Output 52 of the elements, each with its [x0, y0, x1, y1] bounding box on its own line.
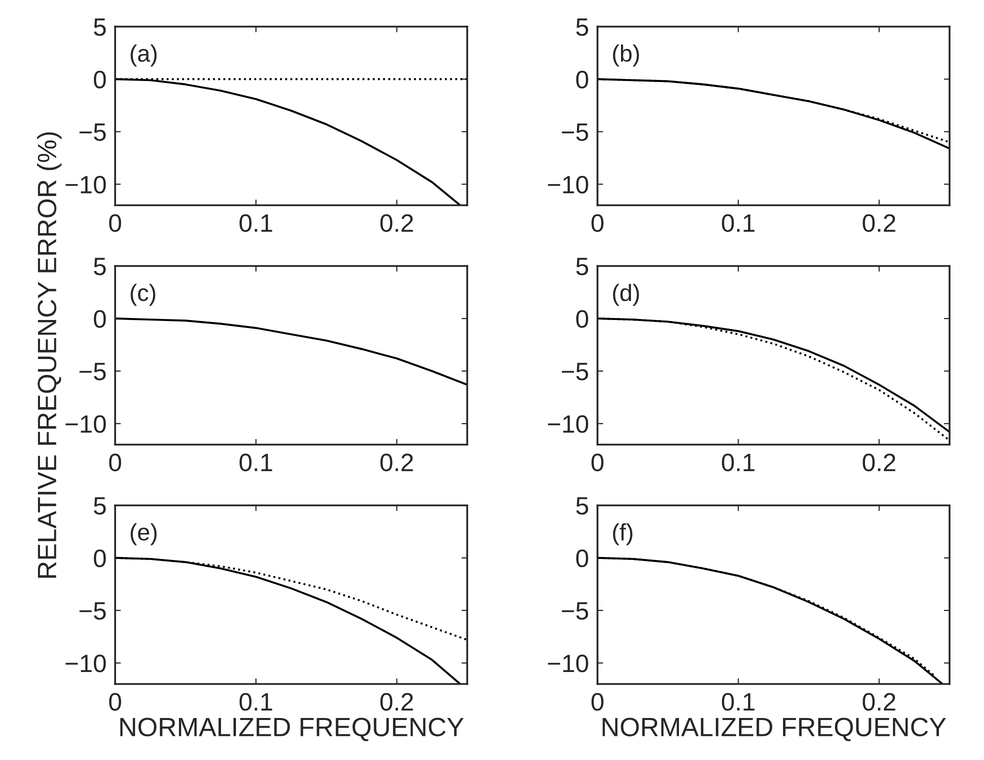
x-axis-title: NORMALIZED FREQUENCY	[120, 718, 464, 742]
x-tick-label: 0	[109, 692, 122, 711]
x-tick-label: 0	[592, 454, 604, 472]
y-tick-label: 0	[94, 70, 106, 88]
annotation: (e)	[130, 523, 157, 546]
x-tick-label: 0.2	[380, 454, 413, 472]
y-tick-label: −5	[562, 362, 588, 380]
x-tick-label: 0	[109, 454, 122, 472]
y-tick-label: −5	[80, 362, 106, 380]
x-tick-label: 0.1	[722, 692, 754, 711]
x-tick-label: 0.1	[240, 454, 272, 472]
y-tick-label: 0	[576, 550, 588, 568]
y-axis-title: RELATIVE FREQUENCY ERROR (%)	[37, 132, 62, 578]
y-tick-label: −5	[562, 602, 588, 620]
x-tick-label: 0.1	[240, 214, 272, 232]
y-tick-label: −5	[80, 602, 106, 620]
y-tick-label: 5	[94, 18, 106, 36]
annotation: (a)	[130, 44, 157, 66]
y-tick-label: −10	[548, 176, 588, 194]
y-tick-label: −5	[562, 124, 588, 141]
annotation: (b)	[613, 44, 639, 66]
y-tick-label: 0	[576, 70, 588, 88]
y-tick-label: 5	[94, 258, 106, 276]
y-tick-label: −10	[66, 654, 106, 672]
annotation: (d)	[613, 284, 639, 306]
x-tick-label: 0.1	[240, 692, 272, 711]
x-tick-label: 0.2	[380, 692, 413, 711]
annotation: (c)	[130, 284, 156, 306]
x-axis-title: NORMALIZED FREQUENCY	[602, 718, 946, 742]
y-tick-label: 0	[94, 550, 106, 568]
y-tick-label: 5	[576, 258, 588, 276]
y-tick-label: 0	[576, 310, 588, 328]
y-tick-label: 5	[576, 497, 588, 515]
y-tick-label: −10	[548, 654, 588, 672]
y-tick-label: 0	[94, 310, 106, 328]
x-tick-label: 0	[592, 214, 604, 232]
x-tick-label: 0	[592, 692, 604, 711]
y-tick-label: −10	[66, 415, 106, 433]
y-tick-label: −10	[548, 415, 588, 433]
x-tick-label: 0.2	[862, 692, 896, 711]
x-tick-label: 0.2	[380, 214, 413, 232]
x-tick-label: 0.1	[722, 214, 754, 232]
y-tick-label: −10	[66, 176, 106, 194]
annotation: (f)	[613, 523, 632, 546]
x-tick-label: 0.2	[862, 214, 896, 232]
line-series	[115, 318, 468, 386]
x-tick-label: 0	[109, 214, 122, 232]
y-tick-label: 5	[94, 497, 106, 515]
y-tick-label: −5	[80, 124, 106, 141]
x-tick-label: 0.2	[862, 454, 896, 472]
y-tick-label: 5	[576, 18, 588, 36]
x-tick-label: 0.1	[722, 454, 754, 472]
